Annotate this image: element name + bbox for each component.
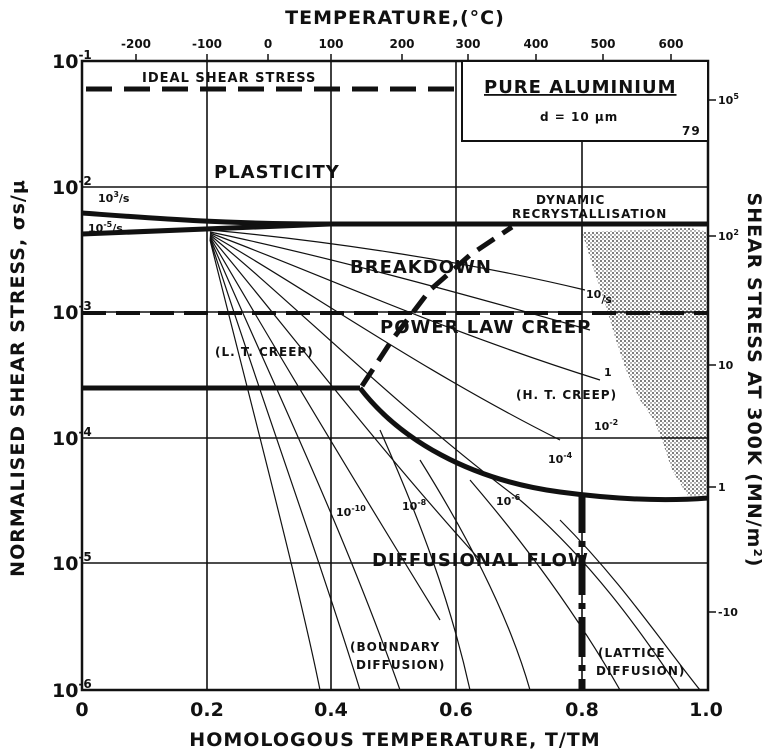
x-tick-label: 0 [75,699,88,721]
x-tick-label: 1.0 [689,699,723,721]
plot-frame [80,59,710,692]
top-tick-label: 200 [389,37,414,51]
rate-label: 103/s [98,190,130,205]
top-axis: TEMPERATURE,(°C) -200 -100 0 100 200 300… [121,7,684,61]
top-tick-label: 500 [590,37,615,51]
ideal-shear-stress-label: IDEAL SHEAR STRESS [142,71,316,86]
right-axis: 105 102 10 1 -10 SHEAR STRESS AT 300K (M… [708,92,765,619]
reference-number: 79 [682,124,701,138]
plasticity-boundary-lower [81,221,331,237]
grid [82,61,708,690]
rate-label: 10-2 [594,418,618,433]
lattice-label-2: DIFFUSION) [596,664,685,678]
strain-rate-labels: 103/s 10-5/s 10/s 1 10-2 10-4 10-6 10-8 … [88,190,618,519]
material-title: PURE ALUMINIUM [484,77,677,98]
top-tick-label: -100 [192,37,222,51]
x-tick-label: 0.8 [565,699,599,721]
top-tick-label: 400 [523,37,548,51]
x-tick-label: 0.4 [314,699,348,721]
field-boundaries [81,86,709,690]
material-box: PURE ALUMINIUM d = 10 μm 79 [461,60,709,142]
y-tick-label: 10-1 [52,48,92,73]
ht-creep-label: (H. T. CREEP) [516,388,617,402]
y-tick-label: 10-6 [52,677,92,702]
rate-label: 10-10 [336,504,366,519]
lt-creep-label: (L. T. CREEP) [215,345,314,359]
y-tick-label: 10-2 [52,174,92,199]
x-tick-label: 0.6 [439,699,473,721]
rate-label: 10-6 [496,493,521,508]
power-law-creep-label: POWER LAW CREEP [380,317,591,338]
dynamic-recrystallisation-region [582,228,708,496]
field-labels: IDEAL SHEAR STRESS PLASTICITY DYNAMIC RE… [142,71,685,678]
x-axis-title: HOMOLOGOUS TEMPERATURE, T/TM [189,729,600,751]
breakdown-label: BREAKDOWN [350,257,492,278]
rate-label: 10-5/s [88,220,123,235]
y-tick-label: 10-5 [52,550,92,575]
boundary-label-1: (BOUNDARY [350,640,440,654]
top-tick-label: 300 [455,37,480,51]
plasticity-label: PLASTICITY [214,162,340,183]
boundary-label-2: DIFFUSION) [356,658,445,672]
y-axis-title: NORMALISED SHEAR STRESS, σs/μ [7,179,29,577]
rate-label: 10/s [586,288,612,306]
grain-size: d = 10 μm [540,110,618,124]
y-tick-label: 10-4 [52,425,92,450]
recrystallisation-boundary [359,224,514,388]
y-tick-label: 10-3 [52,299,92,324]
top-tick-label: 600 [658,37,683,51]
bottom-axis: 0 0.2 0.4 0.6 0.8 1.0 HOMOLOGOUS TEMPERA… [75,699,722,751]
dynamic-label: DYNAMIC [536,193,605,207]
rate-label: 10-8 [402,498,427,513]
right-tick-label: 1 [718,481,726,494]
lattice-label-1: (LATTICE [598,646,666,660]
top-axis-title: TEMPERATURE,(°C) [285,7,505,29]
diffusional-flow-label: DIFFUSIONAL FLOW [372,550,589,571]
top-tick-label: -200 [121,37,151,51]
right-axis-title: SHEAR STRESS AT 300K (MN/m²) [743,193,765,568]
diffusional-flow-boundary [358,386,709,503]
right-tick-label: -10 [718,606,738,619]
right-tick-label: 10 [718,359,734,372]
rate-label: 10-4 [548,451,573,466]
top-tick-label: 0 [264,37,272,51]
right-tick-label: 105 [718,92,739,107]
right-tick-label: 102 [718,228,739,243]
recrystallisation-label: RECRYSTALLISATION [512,207,667,221]
top-tick-label: 100 [318,37,343,51]
left-axis: 10-1 10-2 10-3 10-4 10-5 10-6 NORMALISED… [7,48,92,702]
rate-label: 1 [604,366,612,379]
x-tick-label: 0.2 [190,699,224,721]
